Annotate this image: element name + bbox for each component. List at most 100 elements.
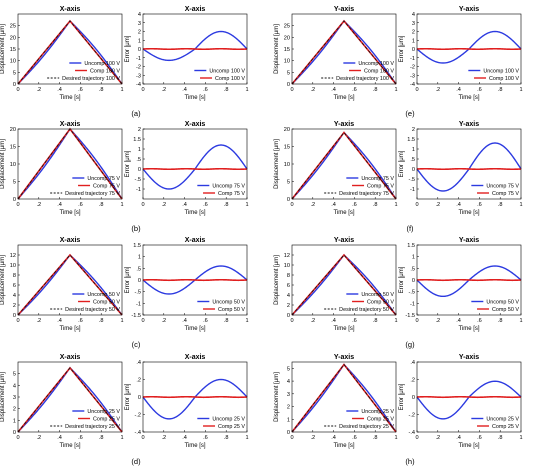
legend-label: Desired trajectory 100 V xyxy=(336,76,394,82)
x-tick-label: 0 xyxy=(16,318,19,324)
x-axis-label: Time [s] xyxy=(333,95,354,101)
legend-label: Uncomp 75 V xyxy=(361,176,394,182)
chart-panel-14: Y-axis 0 .2 .4 .6 .8 1 0 1 2 3 4 5 Time [s] Displaceme… xyxy=(274,354,398,449)
y-tick-label: 1.5 xyxy=(133,243,141,249)
x-tick-label: 1 xyxy=(120,202,123,208)
plot-frame xyxy=(416,128,522,200)
x-tick-label: 0 xyxy=(141,87,144,93)
y-tick-label: 8 xyxy=(13,273,16,279)
chart-panel-3: Y-axis 0 .2 .4 .6 .8 1 -4 -3 -2 -1 0 1 2 3 4 Time [s] Err… xyxy=(399,6,523,101)
y-tick-label: 0 xyxy=(13,430,16,436)
chart-title: Y-axis xyxy=(459,354,479,361)
legend-label: Uncomp 75 V xyxy=(87,176,120,182)
y-tick-label: 1 xyxy=(13,418,16,424)
x-tick-label: .2 xyxy=(310,87,315,93)
chart-title: Y-axis xyxy=(334,121,354,128)
legend-label: Desired trajectory 25 V xyxy=(65,424,120,430)
y-tick-label: -1 xyxy=(410,56,415,62)
y-tick-label: 1.5 xyxy=(133,137,141,143)
plot-frame xyxy=(17,361,123,433)
y-tick-label: 1 xyxy=(412,147,415,153)
y-tick-label: 3 xyxy=(138,21,141,27)
y-axis-label: Error [μm] xyxy=(399,383,405,410)
y-tick-label: 4 xyxy=(13,293,16,299)
chart-title: X-axis xyxy=(60,6,81,13)
x-tick-label: 0 xyxy=(290,435,293,441)
series-comp-line xyxy=(416,47,522,51)
y-tick-label: 2 xyxy=(13,303,16,309)
x-axis-label: Time [s] xyxy=(458,95,479,101)
y-tick-label: 10 xyxy=(10,59,16,65)
y-tick-label: 0 xyxy=(138,395,141,401)
y-tick-label: 1 xyxy=(138,147,141,153)
y-tick-label: 10 xyxy=(284,59,290,65)
y-tick-label: 0 xyxy=(13,313,16,319)
x-tick-label: .4 xyxy=(57,435,62,441)
y-tick-label: -.4 xyxy=(134,430,141,436)
x-tick-label: .4 xyxy=(57,318,62,324)
series-desired-line xyxy=(17,367,123,433)
y-tick-label: 4 xyxy=(287,379,290,385)
y-tick-label: 1.5 xyxy=(407,137,415,143)
x-tick-label: .2 xyxy=(435,318,440,324)
x-axis-label: Time [s] xyxy=(458,210,479,216)
x-tick-label: .8 xyxy=(99,202,104,208)
chart-title: X-axis xyxy=(185,237,206,244)
panel-label: (g) xyxy=(405,340,415,349)
y-tick-label: -1.5 xyxy=(131,313,141,319)
legend-label: Comp 25 V xyxy=(492,424,519,430)
series-uncomp-line xyxy=(416,380,522,420)
chart-title: X-axis xyxy=(185,121,206,128)
y-tick-label: 1 xyxy=(412,255,415,261)
x-tick-label: .4 xyxy=(456,318,461,324)
x-tick-label: .2 xyxy=(310,202,315,208)
y-tick-label: -1 xyxy=(410,301,415,307)
x-tick-label: .6 xyxy=(352,87,357,93)
x-tick-label: .8 xyxy=(224,202,229,208)
x-tick-label: .8 xyxy=(498,87,503,93)
x-tick-label: .8 xyxy=(498,318,503,324)
x-tick-label: .2 xyxy=(161,318,166,324)
x-tick-label: .6 xyxy=(78,435,83,441)
x-tick-label: .4 xyxy=(57,87,62,93)
series-comp-line xyxy=(142,47,248,51)
y-tick-label: 5 xyxy=(287,70,290,76)
y-tick-label: 1 xyxy=(287,417,290,423)
chart-title: X-axis xyxy=(60,121,81,128)
series-comp-line xyxy=(416,395,522,399)
x-axis-label: Time [s] xyxy=(333,326,354,332)
chart-title: Y-axis xyxy=(459,121,479,128)
x-tick-label: .2 xyxy=(310,435,315,441)
x-tick-label: .8 xyxy=(373,318,378,324)
x-axis-label: Time [s] xyxy=(333,210,354,216)
y-tick-label: -.5 xyxy=(408,290,415,296)
series-comp-line xyxy=(142,395,248,399)
y-tick-label: 20 xyxy=(10,127,16,133)
x-tick-label: .8 xyxy=(99,318,104,324)
legend-label: Uncomp 50 V xyxy=(212,300,245,306)
y-tick-label: 0 xyxy=(412,395,415,401)
y-tick-label: .2 xyxy=(410,378,415,384)
legend-label: Comp 100 V xyxy=(215,76,245,82)
legend-label: Comp 75 V xyxy=(218,191,245,197)
x-axis-label: Time [s] xyxy=(184,326,205,332)
y-tick-label: 2 xyxy=(412,30,415,36)
y-tick-label: .5 xyxy=(410,157,415,163)
x-tick-label: .4 xyxy=(182,202,187,208)
y-tick-label: 15 xyxy=(10,145,16,151)
x-tick-label: .4 xyxy=(456,87,461,93)
x-tick-label: 1 xyxy=(120,87,123,93)
x-tick-label: 0 xyxy=(16,87,19,93)
x-tick-label: .2 xyxy=(36,435,41,441)
y-tick-label: -2 xyxy=(410,65,415,71)
chart-panel-5: X-axis 0 .2 .4 .6 .8 1 -1 -.5 0 .5 1 1.5 2 Time [s] Err… xyxy=(125,121,249,216)
chart-title: Y-axis xyxy=(334,354,354,361)
y-tick-label: 2 xyxy=(13,407,16,413)
x-tick-label: 0 xyxy=(415,87,418,93)
